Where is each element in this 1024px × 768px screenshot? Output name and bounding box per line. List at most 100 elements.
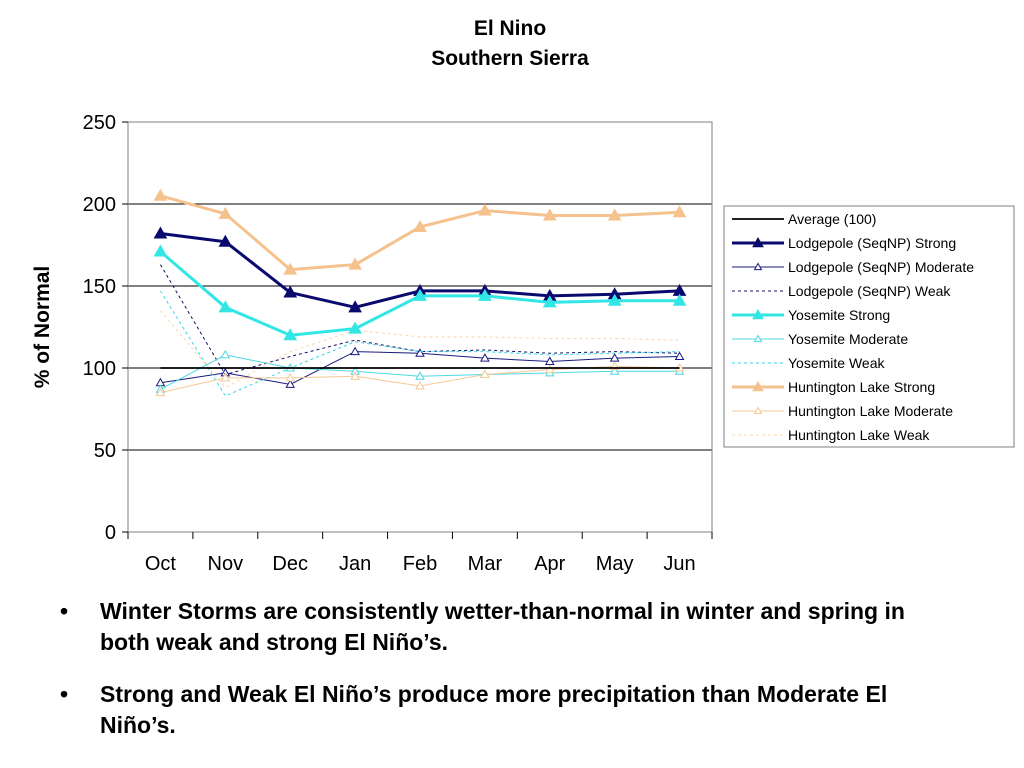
legend-label: Lodgepole (SeqNP) Moderate bbox=[788, 259, 974, 275]
legend-swatch-marker bbox=[753, 334, 763, 343]
legend-entry: Yosemite Weak bbox=[732, 355, 885, 371]
x-tick-label: Jun bbox=[663, 553, 695, 575]
legend-entry: Lodgepole (SeqNP) Moderate bbox=[732, 259, 974, 275]
data-point bbox=[350, 371, 360, 380]
data-point bbox=[348, 257, 362, 270]
legend-swatch-marker bbox=[752, 236, 764, 248]
series-2 bbox=[155, 346, 685, 388]
chart-title-main: El Nino bbox=[473, 17, 547, 40]
bullet-list: Winter Storms are consistently wetter-th… bbox=[58, 596, 958, 762]
series-6 bbox=[160, 290, 680, 397]
x-tick-label: May bbox=[596, 553, 634, 575]
series-line bbox=[160, 310, 680, 389]
plot-area-border bbox=[127, 121, 713, 533]
series-7 bbox=[153, 188, 687, 275]
data-point bbox=[542, 208, 557, 221]
line-chart: 0 50 100 150 200 250 Oct Nov Dec Jan Feb Mar Apr May… bbox=[31, 112, 1015, 575]
data-point bbox=[609, 366, 620, 375]
legend-entry: Lodgepole (SeqNP) Weak bbox=[732, 283, 951, 299]
legend-swatch-marker bbox=[753, 262, 763, 271]
data-point bbox=[413, 288, 427, 301]
x-tick-label: Jan bbox=[339, 553, 371, 575]
data-point bbox=[285, 372, 296, 382]
series-line bbox=[160, 194, 680, 272]
legend-entry: Lodgepole (SeqNP) Strong bbox=[732, 235, 956, 251]
y-tick-label: 150 bbox=[83, 276, 116, 298]
data-point bbox=[478, 288, 492, 301]
legend-label: Lodgepole (SeqNP) Strong bbox=[788, 235, 956, 251]
x-tick-label: Nov bbox=[208, 553, 244, 575]
data-point bbox=[348, 300, 362, 313]
legend-entry: Yosemite Strong bbox=[732, 307, 890, 323]
data-point bbox=[283, 285, 298, 298]
legend-entry: Huntington Lake Weak bbox=[732, 427, 930, 443]
data-point bbox=[218, 234, 233, 247]
legend-swatch-marker bbox=[752, 308, 764, 320]
y-tick-label: 250 bbox=[83, 112, 116, 134]
chart-subtitle: Southern Sierra bbox=[431, 47, 589, 70]
x-tick-label: Mar bbox=[468, 553, 503, 575]
legend-label: Yosemite Weak bbox=[788, 355, 885, 371]
legend-label: Huntington Lake Moderate bbox=[788, 403, 953, 419]
y-tick-label: 50 bbox=[94, 440, 116, 462]
legend-label: Average (100) bbox=[788, 211, 876, 227]
data-point bbox=[348, 321, 362, 334]
y-axis-ticks: 0 50 100 150 200 250 bbox=[83, 112, 128, 544]
data-point bbox=[674, 351, 685, 361]
data-point bbox=[542, 295, 557, 308]
legend-label: Yosemite Moderate bbox=[788, 331, 908, 347]
x-tick-label: Oct bbox=[145, 553, 177, 575]
data-point bbox=[283, 328, 298, 341]
y-tick-label: 100 bbox=[83, 358, 116, 380]
legend-entry: Huntington Lake Moderate bbox=[732, 403, 953, 419]
data-point bbox=[218, 300, 233, 313]
data-point bbox=[220, 372, 231, 382]
legend-entry: Average (100) bbox=[732, 211, 876, 227]
data-point bbox=[607, 208, 622, 221]
data-point bbox=[609, 353, 620, 362]
legend-entry: Huntington Lake Strong bbox=[732, 379, 935, 395]
x-axis-ticks: Oct Nov Dec Jan Feb Mar Apr May Jun bbox=[127, 532, 713, 575]
data-point bbox=[415, 348, 425, 357]
data-point bbox=[153, 188, 168, 201]
series-9 bbox=[160, 310, 680, 389]
series-lines bbox=[153, 188, 687, 397]
data-point bbox=[607, 293, 622, 306]
data-point bbox=[415, 371, 425, 380]
data-point bbox=[350, 346, 360, 356]
x-tick-label: Feb bbox=[403, 553, 437, 575]
data-point bbox=[218, 206, 233, 219]
legend-label: Huntington Lake Strong bbox=[788, 379, 935, 395]
data-point bbox=[283, 262, 298, 275]
data-point bbox=[153, 226, 168, 239]
legend-label: Lodgepole (SeqNP) Weak bbox=[788, 283, 951, 299]
data-point bbox=[544, 356, 555, 365]
series-line bbox=[160, 264, 680, 376]
series-3 bbox=[160, 264, 680, 376]
data-point bbox=[544, 364, 555, 374]
data-point bbox=[285, 379, 296, 388]
bullet-item: Strong and Weak El Niño’s produce more p… bbox=[58, 679, 958, 741]
legend-swatch-marker bbox=[752, 380, 764, 392]
data-point bbox=[153, 244, 168, 257]
y-tick-label: 200 bbox=[83, 194, 116, 216]
series-4 bbox=[153, 244, 687, 341]
data-point bbox=[480, 353, 490, 362]
legend-label: Huntington Lake Weak bbox=[788, 427, 930, 443]
legend: Average (100) Lodgepole (SeqNP) Strong Lod… bbox=[723, 205, 1015, 448]
data-point bbox=[415, 381, 425, 390]
chart-title: El Nino Southern Sierra bbox=[310, 14, 710, 74]
legend-swatch-marker bbox=[753, 406, 763, 415]
data-point bbox=[478, 203, 492, 216]
data-point bbox=[672, 205, 687, 218]
data-point bbox=[155, 387, 166, 397]
x-tick-label: Apr bbox=[534, 553, 565, 575]
x-tick-label: Dec bbox=[272, 553, 308, 575]
series-line bbox=[160, 290, 680, 397]
data-point bbox=[672, 293, 687, 306]
data-point bbox=[413, 219, 427, 232]
y-tick-label: 0 bbox=[105, 522, 116, 544]
legend-label: Yosemite Strong bbox=[788, 307, 890, 323]
bullet-item: Winter Storms are consistently wetter-th… bbox=[58, 596, 958, 658]
y-axis-label: % of Normal bbox=[31, 266, 54, 389]
